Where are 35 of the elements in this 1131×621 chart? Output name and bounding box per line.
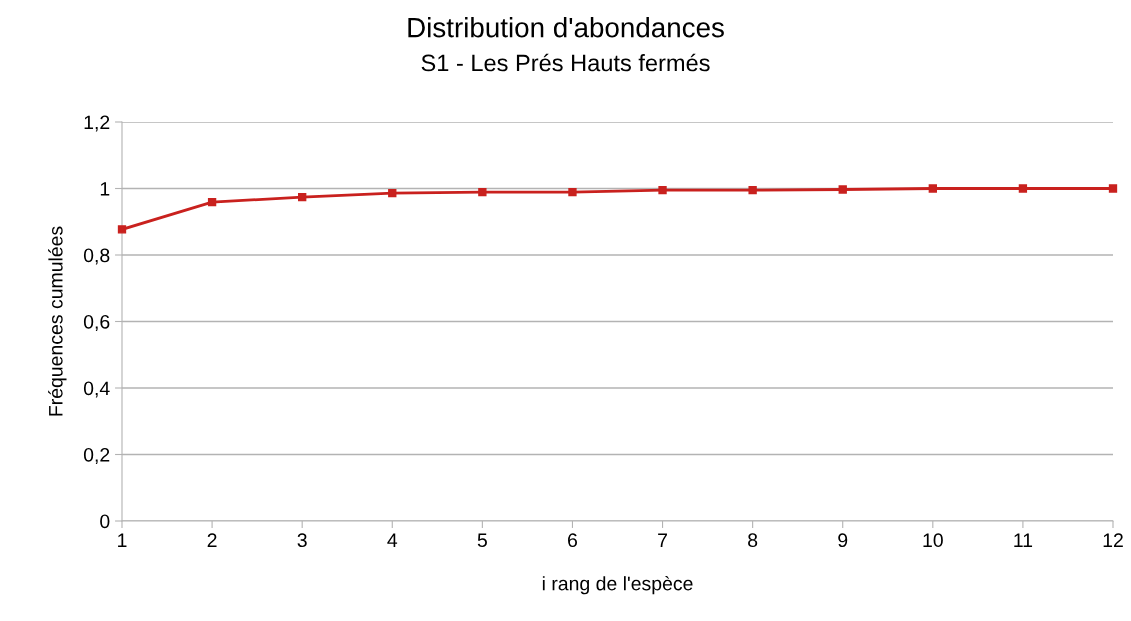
x-tick-label: 4 (387, 533, 398, 547)
y-tick-label: 0,6 (83, 314, 110, 332)
x-tick-label: 1 (118, 533, 127, 547)
y-tick-label: 0 (100, 514, 110, 529)
y-tick-label: 0,2 (83, 447, 110, 465)
x-tick-label: 9 (838, 533, 848, 548)
point (388, 188, 397, 198)
x-tick-label: 3 (297, 533, 307, 548)
chart-subtitle: S1 - Les Prés Hauts fermés (421, 53, 710, 72)
y-axis-title: Fréquences cumulées (48, 226, 67, 416)
x-tick-label: 8 (748, 533, 758, 548)
point (1018, 184, 1028, 193)
y-tick-label: 1 (100, 182, 110, 196)
y-tick-label: 1,2 (84, 115, 110, 132)
point (478, 187, 487, 197)
point (298, 192, 307, 202)
point (1108, 184, 1118, 193)
x-tick-label: 10 (923, 533, 943, 548)
point (117, 225, 127, 234)
x-tick-label: 6 (568, 533, 578, 548)
point (207, 197, 217, 207)
point (838, 185, 847, 194)
y-tick-label: 0,4 (83, 381, 110, 398)
x-axis-title: i rang de l'espèce (542, 575, 693, 595)
x-tick-label: 5 (477, 533, 487, 548)
x-tick-label: 12 (1103, 533, 1123, 547)
x-tick-label: 2 (207, 533, 217, 547)
y-tick-label: 0,8 (83, 248, 110, 265)
point (568, 187, 577, 197)
chart-title: Distribution d'abondances (408, 17, 724, 38)
point (928, 184, 937, 193)
point (658, 185, 667, 195)
x-tick-label: 11 (1014, 533, 1033, 547)
point (748, 185, 757, 195)
x-tick-label: 7 (658, 533, 667, 547)
